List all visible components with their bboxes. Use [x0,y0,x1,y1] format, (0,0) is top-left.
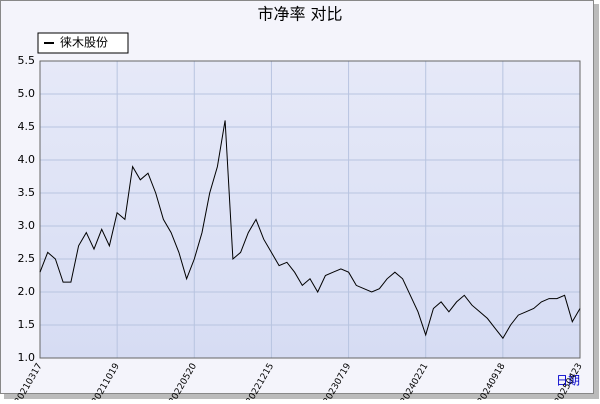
legend-box [37,32,129,54]
legend-label: 徕木股份 [60,36,108,50]
y-tick-label: 4.0 [18,153,36,166]
chart-title: 市净率 对比 [257,5,342,24]
axis-box [39,60,581,359]
y-tick-label: 3.0 [18,219,36,232]
y-tick-label: 2.0 [18,285,36,298]
plot-area [40,61,580,358]
y-tick-label: 5.5 [18,54,36,67]
y-tick-label: 4.5 [18,120,36,133]
y-tick-label: 3.5 [18,186,36,199]
shadow [4,394,599,399]
y-tick-label: 5.0 [18,87,36,100]
x-axis-label: 日期 [556,374,580,388]
y-tick-label: 2.5 [18,252,36,265]
y-tick-label: 1.0 [18,351,36,364]
shadow [594,4,599,398]
line-series [39,120,581,340]
y-tick-label: 1.5 [18,318,36,331]
